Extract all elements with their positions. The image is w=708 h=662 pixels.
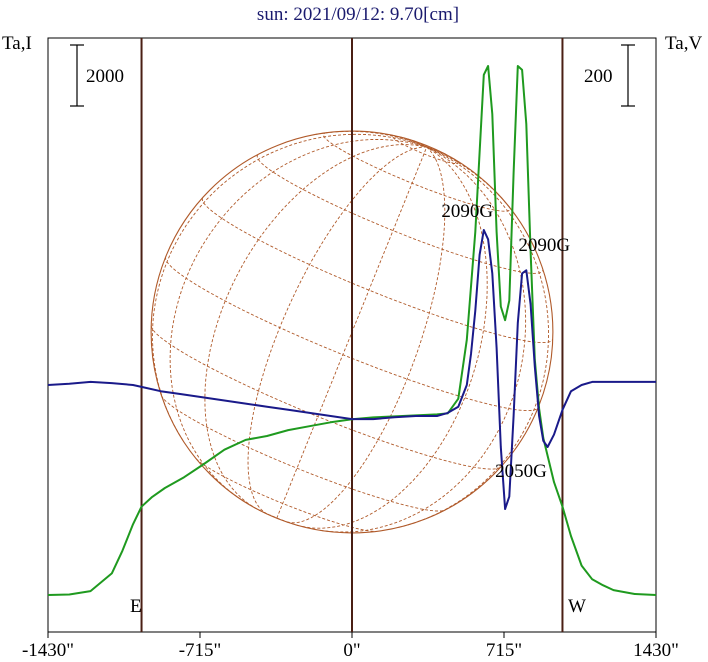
limb-lines (140, 38, 564, 632)
longitude-line (426, 146, 460, 163)
longitude-line (247, 146, 427, 515)
chart-title: sun: 2021/09/12: 9.70[cm] (257, 4, 459, 25)
west-limb-label: W (568, 596, 586, 617)
latitude-line (254, 507, 301, 527)
x-tick-label: -715" (179, 640, 222, 661)
right-scale-bar-label: 200 (584, 66, 613, 87)
left-axis-label: Ta,I (2, 33, 32, 54)
x-tick-label: -1430" (22, 640, 74, 661)
longitude-line (426, 146, 434, 150)
right-scale-bar (621, 44, 635, 107)
longitude-line (204, 144, 427, 507)
series-group (47, 65, 657, 596)
x-tick-label: 715" (486, 640, 522, 661)
longitude-line (426, 146, 516, 216)
longitude-line (426, 146, 446, 155)
right-axis-label: Ta,V (665, 33, 702, 54)
latitude-line (160, 395, 446, 512)
x-tick-label: 0" (343, 640, 360, 661)
series-line-intensity (47, 65, 657, 596)
east-limb-label: E (130, 596, 142, 617)
field-strength-label: 2090G (518, 235, 570, 256)
field-strength-label: 2090G (441, 201, 493, 222)
annotations: 2090G 2090G 2050G (441, 201, 570, 482)
longitude-line (315, 130, 427, 148)
latitude-line (150, 325, 502, 470)
left-scale-bar-label: 2000 (86, 66, 124, 87)
longitude-line (398, 146, 549, 528)
latitude-line (195, 458, 377, 532)
longitude-line (302, 146, 488, 529)
longitude-line (286, 146, 446, 524)
longitude-line (320, 146, 527, 533)
latitude-line (201, 197, 553, 344)
x-axis-ticks: -1430" -715" 0" 715" 1430" (22, 632, 679, 661)
field-strength-label: 2050G (495, 461, 547, 482)
longitude-line (276, 146, 428, 519)
solar-disk-grid (150, 130, 554, 534)
x-tick-label: 1430" (633, 640, 679, 661)
series-line-polarization (47, 229, 656, 510)
longitude-line (169, 139, 427, 497)
latitude-line (256, 154, 544, 274)
longitude-line (152, 133, 427, 441)
left-scale-bar (70, 44, 84, 107)
